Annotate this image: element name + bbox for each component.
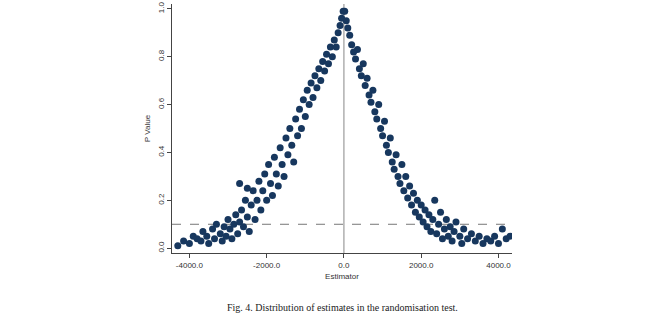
svg-text:Fig. 4. Distribution of estima: Fig. 4. Distribution of estimates in the… xyxy=(227,302,458,313)
svg-text:0.6: 0.6 xyxy=(157,97,166,109)
svg-text:0.0: 0.0 xyxy=(338,261,350,270)
svg-text:0.2: 0.2 xyxy=(157,193,166,205)
svg-text:4000.0: 4000.0 xyxy=(486,261,511,270)
svg-text:0.0: 0.0 xyxy=(157,241,166,253)
svg-text:1.0: 1.0 xyxy=(157,1,166,13)
svg-text:-2000.0: -2000.0 xyxy=(253,261,281,270)
svg-text:P Value: P Value xyxy=(143,114,152,142)
svg-text:Estimator: Estimator xyxy=(325,272,359,281)
svg-text:2000.0: 2000.0 xyxy=(409,261,434,270)
svg-text:0.8: 0.8 xyxy=(157,49,166,61)
svg-text:0.4: 0.4 xyxy=(157,145,166,157)
svg-text:-4000.0: -4000.0 xyxy=(176,261,204,270)
